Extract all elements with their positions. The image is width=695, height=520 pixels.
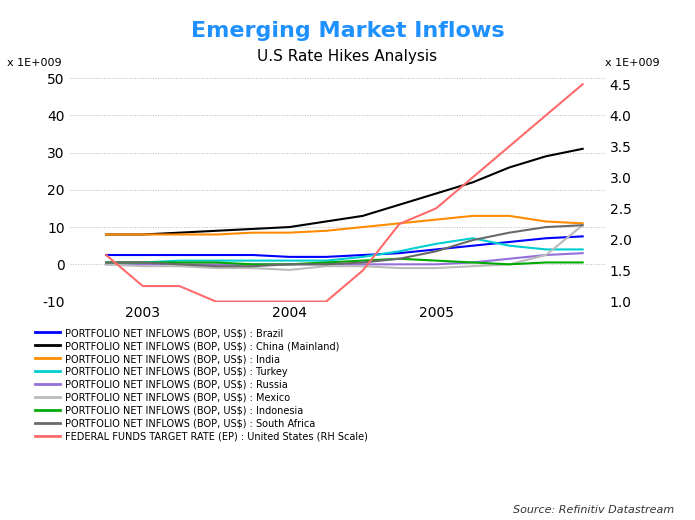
Legend: PORTFOLIO NET INFLOWS (BOP, US$) : Brazil, PORTFOLIO NET INFLOWS (BOP, US$) : Ch: PORTFOLIO NET INFLOWS (BOP, US$) : Brazi… [31, 324, 371, 446]
Text: Emerging Market Inflows: Emerging Market Inflows [190, 21, 505, 41]
Text: x 1E+009: x 1E+009 [7, 58, 62, 68]
Text: U.S Rate Hikes Analysis: U.S Rate Hikes Analysis [257, 49, 438, 64]
Text: Source: Refinitiv Datastream: Source: Refinitiv Datastream [513, 505, 674, 515]
Text: x 1E+009: x 1E+009 [605, 58, 660, 68]
